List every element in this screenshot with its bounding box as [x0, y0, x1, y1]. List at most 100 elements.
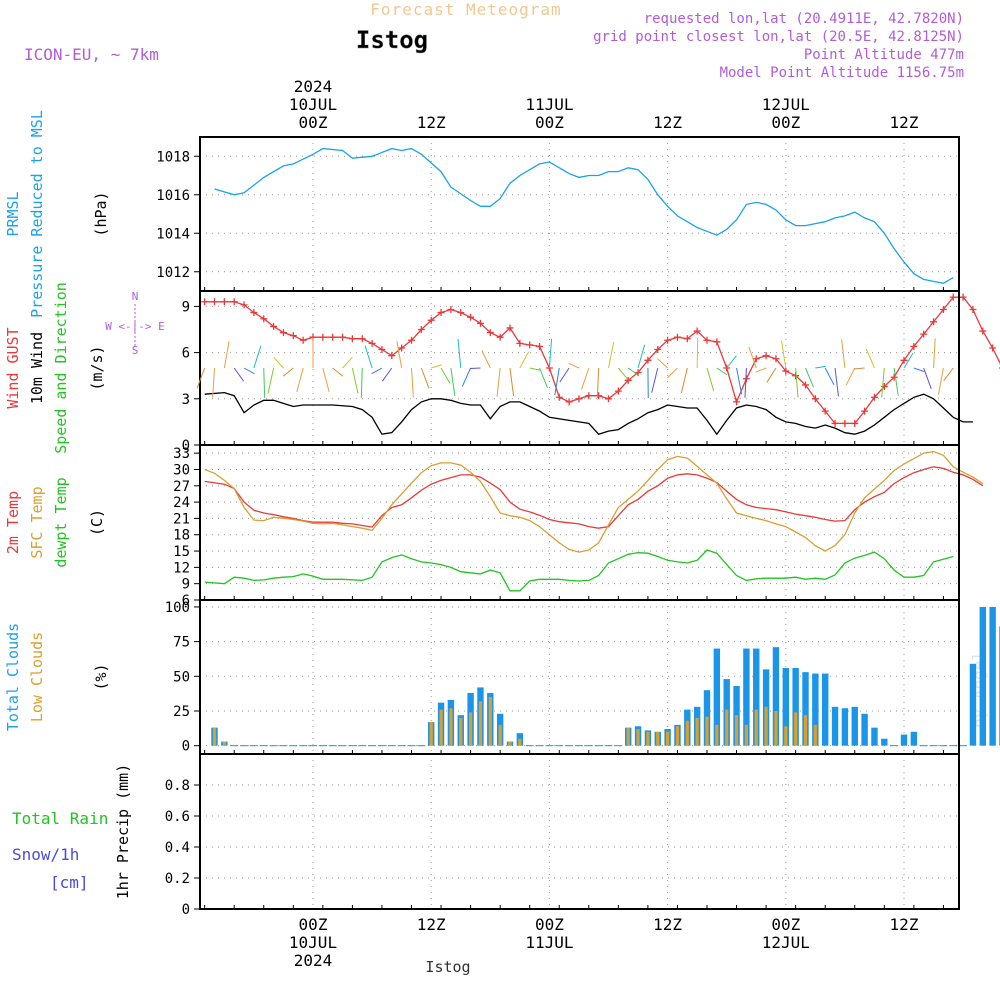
model-altitude: Model Point Altitude 1156.75m	[720, 65, 964, 81]
wind-arrow	[351, 367, 359, 394]
gust-marker	[654, 346, 662, 354]
gust-marker	[339, 333, 347, 341]
bar-low-clouds	[675, 726, 680, 746]
panel-label: (hPa)	[92, 191, 110, 236]
gust-marker	[211, 298, 218, 306]
wind-arrow	[282, 367, 294, 377]
y-tick-label: 21	[173, 511, 190, 527]
gust-marker	[959, 293, 967, 301]
legend-total-rain: Total Rain	[12, 809, 108, 828]
bar-low-clouds	[469, 712, 473, 746]
bar-low-clouds	[518, 738, 522, 746]
gust-marker	[841, 419, 849, 427]
wind-arrow	[496, 367, 501, 397]
gust-marker	[821, 407, 829, 415]
bar-total-clouds	[841, 708, 849, 746]
gust-marker	[930, 318, 938, 326]
y-tick-label: 25	[173, 704, 190, 720]
wind-arrow	[680, 367, 688, 393]
wind-arrow	[273, 356, 284, 369]
panel-wind: 0 3 6 9 Wind GUST 10m Wind Speed and Direction…	[4, 282, 1000, 454]
y-tick-label: 0	[182, 739, 190, 755]
legend-snow: Snow/1h	[12, 845, 79, 864]
wind-arrow	[267, 367, 275, 394]
wind-arrow	[903, 352, 914, 369]
bar-low-clouds	[429, 722, 433, 746]
wind-arrow	[322, 367, 330, 393]
bar-low-clouds	[744, 724, 748, 746]
bottom-time-label: 10JUL	[289, 933, 337, 952]
bar-low-clouds	[794, 712, 798, 746]
gust-marker	[811, 395, 819, 403]
wind-arrow	[461, 367, 472, 387]
y-tick-label: 6	[182, 346, 190, 362]
panel-label: (C)	[88, 509, 106, 536]
gust-marker	[910, 342, 918, 350]
gust-marker	[378, 346, 386, 354]
bottom-time-label: 12Z	[417, 915, 446, 934]
compass-north: N	[132, 290, 139, 303]
gust-marker	[516, 339, 524, 347]
bar-total-clouds	[881, 738, 888, 746]
wind-arrow	[845, 367, 856, 386]
gust-marker	[624, 376, 632, 384]
gust-marker	[417, 326, 425, 333]
series-line-sfc-temp	[204, 450, 984, 553]
wind-arrow	[457, 338, 462, 369]
panel-frame	[199, 753, 960, 910]
bar-low-clouds	[212, 727, 217, 746]
bar-low-clouds	[459, 717, 463, 746]
gust-marker	[447, 305, 455, 313]
wind-arrow	[617, 367, 629, 381]
wind-arrow	[440, 367, 451, 384]
wind-arrow	[396, 341, 403, 369]
panel-label: (%)	[92, 663, 110, 690]
wind-arrow	[726, 355, 737, 369]
top-time-label: 12JUL	[762, 95, 810, 114]
wind-arrow	[608, 341, 615, 369]
bottom-time-label: 2024	[294, 951, 333, 970]
wind-arrow	[332, 367, 344, 377]
gust-marker	[230, 298, 238, 306]
gust-marker	[713, 338, 721, 346]
wind-arrow	[223, 341, 230, 369]
bottom-time-label: 00Z	[299, 915, 328, 934]
y-tick-label: 0.4	[165, 840, 190, 856]
gust-marker	[575, 395, 583, 403]
bottom-time-label: 00Z	[771, 915, 800, 934]
gust-marker	[201, 298, 209, 306]
wind-arrow	[233, 367, 245, 382]
bar-low-clouds	[449, 708, 453, 746]
bar-total-clouds	[792, 667, 799, 746]
bottom-time-label: 12Z	[653, 915, 682, 934]
gust-marker	[762, 352, 770, 360]
wind-arrow	[243, 367, 255, 375]
y-tick-label: 1016	[156, 188, 190, 204]
gust-marker	[536, 342, 544, 350]
bar-low-clouds	[656, 731, 660, 746]
gust-marker	[900, 356, 908, 364]
bar-total-clouds	[969, 663, 977, 746]
wind-arrow	[212, 367, 215, 398]
bar-total-clouds	[812, 673, 819, 746]
series-line-dewpt-temp	[204, 549, 954, 592]
bar-low-clouds	[685, 720, 689, 746]
y-tick-label: 33	[173, 446, 190, 462]
wind-arrow	[529, 367, 541, 371]
wind-arrow	[469, 367, 481, 370]
top-time-label: 00Z	[535, 113, 564, 132]
y-tick-label: 100	[165, 600, 190, 616]
wind-arrow	[263, 367, 266, 398]
bar-low-clouds	[666, 731, 670, 746]
wind-arrow	[431, 364, 442, 369]
bar-low-clouds	[725, 709, 729, 746]
wind-arrow	[766, 367, 777, 383]
top-time-label: 00Z	[771, 113, 800, 132]
bottom-time-label: 11JUL	[525, 933, 573, 952]
bar-total-clouds	[900, 734, 908, 746]
panel-background	[200, 137, 959, 291]
y-tick-label: 9	[182, 577, 190, 593]
wind-arrow	[411, 367, 414, 398]
